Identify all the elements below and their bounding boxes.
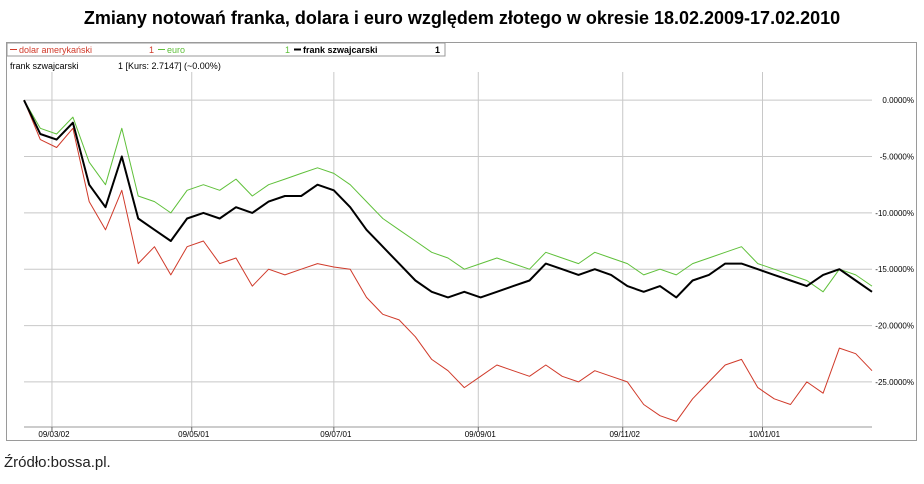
legend-label: frank szwajcarski [303,45,378,55]
y-tick-label: -15.0000% [875,265,914,274]
y-tick-label: -10.0000% [875,209,914,218]
info-series-name: frank szwajcarski [10,61,79,71]
y-tick-label: -5.0000% [880,153,914,162]
x-tick-label: 09/09/01 [465,430,497,439]
source-note: Źródło:bossa.pl. [4,454,111,471]
x-tick-label: 09/07/01 [320,430,352,439]
x-tick-label: 10/01/01 [749,430,781,439]
y-tick-label: 0.0000% [882,96,914,105]
series-group [23,99,873,422]
legend-bar: dolar amerykański 1 euro 1 frank szwajcarski… [10,45,440,55]
grid [24,72,872,427]
chart: dolar amerykański 1 euro 1 frank szwajcarski… [6,42,917,441]
legend-label: euro [167,45,185,55]
legend-value: 1 [285,45,290,55]
legend-value: 1 [149,45,154,55]
chart-title: Zmiany notowań franka, dolara i euro wzg… [83,8,841,28]
x-tick-label: 09/11/02 [609,430,640,439]
series-line-chf [23,99,873,299]
legend-label: dolar amerykański [19,45,92,55]
info-series-details: 1 [Kurs: 2.7147] (~0.00%) [118,61,221,71]
chart-frame [6,42,917,441]
x-axis: 09/03/02 09/05/01 09/07/01 09/09/01 09/11/02… [24,426,872,439]
legend-value: 1 [435,45,440,55]
y-axis: 0.0000% -5.0000% -10.0000% -15.0000% -20.000… [875,96,914,387]
legend-bar-bg [6,42,446,57]
series-line-usd [23,100,873,422]
x-tick-label: 09/03/02 [38,430,70,439]
y-tick-label: -25.0000% [875,378,914,387]
series-line-eur [23,99,873,293]
y-tick-label: -20.0000% [875,322,914,331]
x-tick-label: 09/05/01 [178,430,210,439]
